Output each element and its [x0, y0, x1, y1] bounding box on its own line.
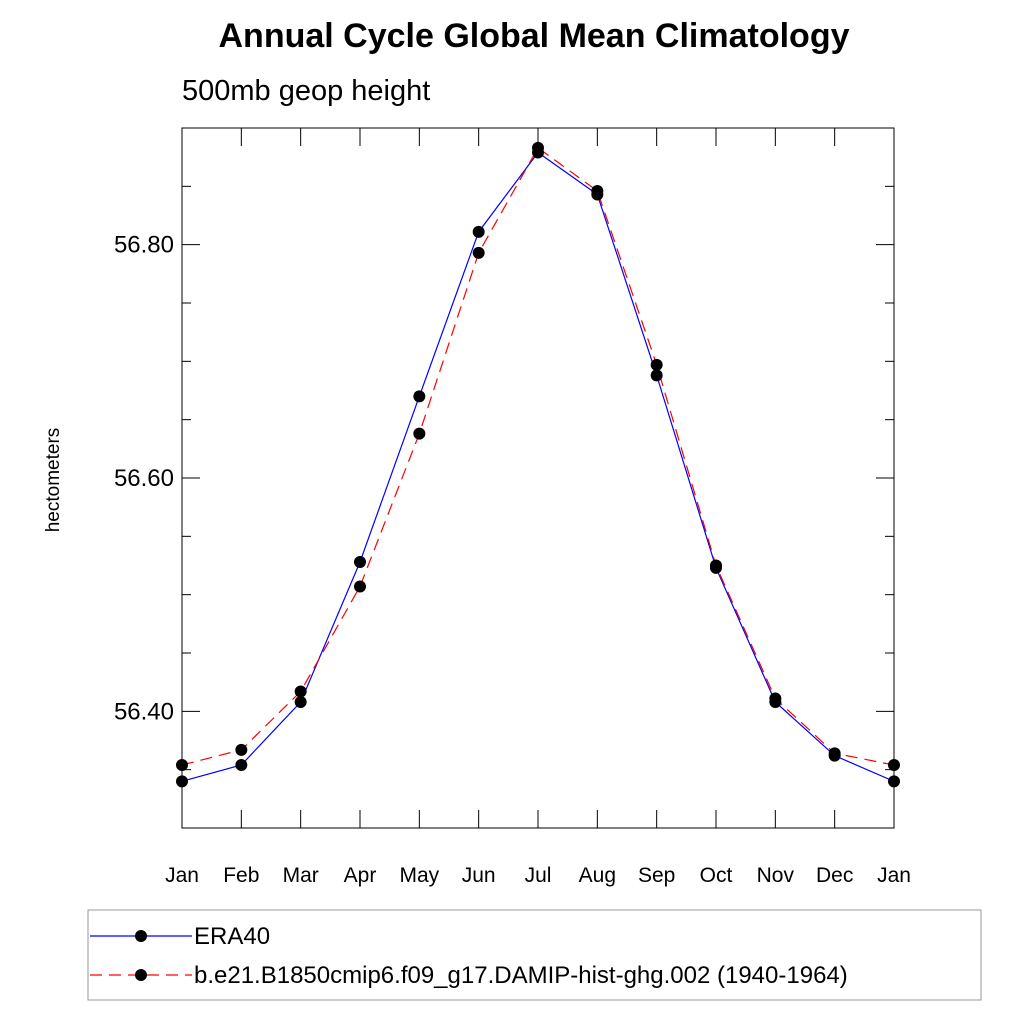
- data-point-series-1: [710, 559, 722, 572]
- series-layer: [176, 141, 900, 788]
- data-point-series-0: [354, 556, 366, 568]
- data-point-series-1: [888, 759, 900, 771]
- x-tick-label: Sep: [638, 864, 675, 887]
- data-point-series-1: [472, 246, 485, 259]
- y-axis-label: hectometers: [43, 428, 64, 533]
- data-point-series-1: [769, 692, 782, 705]
- legend-entry-model: b.e21.B1850cmip6.f09_g17.DAMIP-hist-ghg.…: [90, 962, 848, 989]
- data-point-series-1: [591, 185, 604, 197]
- legend-entry-era40: ERA40: [90, 923, 270, 950]
- x-tick-label: Jan: [165, 864, 199, 887]
- data-point-series-0: [650, 369, 663, 382]
- x-tick-label: Oct: [700, 864, 733, 887]
- x-tick-label: Jun: [462, 864, 496, 887]
- x-tick-label: Feb: [223, 864, 259, 887]
- series-line-1: [181, 146, 895, 766]
- x-tick-label: Jan: [877, 864, 911, 887]
- y-axis-ticks: 56.40 56.60 56.80: [114, 127, 894, 829]
- plot-frame: [181, 127, 895, 829]
- data-point-series-1: [235, 743, 248, 756]
- data-point-series-1: [828, 747, 841, 760]
- legend-label-model: b.e21.B1850cmip6.f09_g17.DAMIP-hist-ghg.…: [194, 962, 848, 989]
- data-point-series-0: [888, 775, 900, 788]
- data-point-series-1: [354, 580, 366, 593]
- y-tick-label: 56.40: [114, 698, 174, 725]
- y-tick-label: 56.80: [114, 232, 174, 259]
- legend-marker-model: [135, 969, 147, 981]
- data-point-series-0: [472, 225, 485, 238]
- x-tick-label: May: [399, 864, 439, 887]
- data-point-series-1: [176, 759, 188, 771]
- data-point-series-0: [294, 696, 307, 708]
- x-tick-label: Aug: [579, 864, 616, 887]
- legend-label-era40: ERA40: [194, 923, 270, 950]
- y-tick-label: 56.60: [114, 465, 174, 492]
- series-line-0: [181, 151, 895, 782]
- chart-title: Annual Cycle Global Mean Climatology: [219, 17, 850, 55]
- x-tick-label: Nov: [757, 864, 795, 887]
- data-point-series-0: [413, 390, 426, 403]
- data-point-series-1: [294, 685, 307, 698]
- x-tick-label: Mar: [283, 864, 319, 887]
- legend-box: [87, 909, 982, 1001]
- data-point-series-0: [176, 775, 188, 788]
- data-point-series-1: [532, 141, 544, 154]
- data-point-series-0: [235, 759, 248, 771]
- data-point-series-1: [650, 358, 663, 371]
- legend: ERA40 b.e21.B1850cmip6.f09_g17.DAMIP-his…: [87, 909, 982, 1001]
- data-point-series-1: [413, 427, 426, 440]
- legend-marker-era40: [135, 930, 147, 942]
- x-tick-label: Dec: [816, 864, 853, 887]
- chart-subtitle: 500mb geop height: [182, 75, 430, 107]
- x-axis-ticks: Jan Feb Mar Apr May Jun Jul Aug Sep Oct Nov Dec Jan: [165, 128, 911, 887]
- x-tick-label: Apr: [344, 864, 377, 887]
- x-tick-label: Jul: [525, 864, 552, 887]
